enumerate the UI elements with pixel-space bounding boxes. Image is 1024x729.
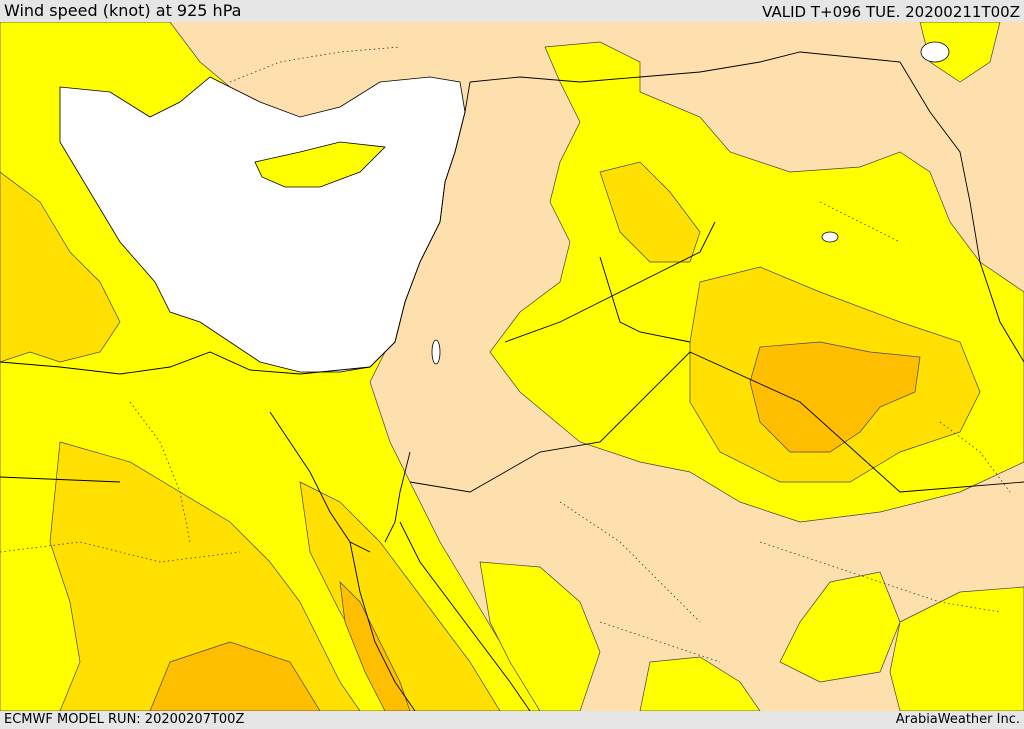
dead-sea: [431, 339, 441, 365]
wind-band-orange-egypt: [149, 641, 321, 711]
coastline-levant: [369, 81, 471, 368]
borders: [0, 51, 1024, 711]
border-egypt-sudan: [0, 476, 121, 483]
border-saudi-north: [409, 351, 1024, 493]
border-jordan-iraq: [504, 221, 716, 343]
border-syria-iraq: [599, 256, 691, 343]
red-sea-east-coast: [399, 521, 531, 711]
wind-band-orange-iraq: [749, 341, 921, 453]
wind-speed-map[interactable]: [0, 22, 1024, 711]
island-cyprus: [254, 141, 386, 188]
valid-time: VALID T+096 TUE. 20200211T00Z: [762, 3, 1020, 21]
lake-van: [920, 41, 950, 63]
header-bar: Wind speed (knot) at 925 hPa VALID T+096…: [0, 0, 1024, 22]
border-turkey-syria: [469, 51, 901, 83]
model-run: ECMWF MODEL RUN: 20200207T00Z: [4, 712, 245, 727]
wind-band-gold-syria: [599, 161, 701, 263]
wind-band-yellow-south-arabia: [889, 586, 1024, 711]
footer-bar: ECMWF MODEL RUN: 20200207T00Z ArabiaWeat…: [0, 711, 1024, 729]
map-title: Wind speed (knot) at 925 hPa: [4, 1, 242, 20]
coastline-north-africa: [0, 351, 371, 375]
wind-band-gold-west: [0, 171, 121, 363]
wind-band-yellow-najd: [639, 656, 761, 711]
credit: ArabiaWeather Inc.: [895, 712, 1020, 727]
wind-band-gold-egypt: [49, 441, 361, 711]
lake-tharthar: [821, 231, 839, 243]
wind-band-yellow-southeast: [779, 571, 901, 683]
gulf-of-suez: [269, 411, 371, 553]
gulf-of-aqaba: [384, 451, 411, 543]
border-iraq-iran: [899, 61, 1024, 363]
internal-boundaries: [0, 46, 1011, 663]
wind-band-yellow-hejaz: [479, 561, 601, 711]
red-sea-west-coast: [349, 541, 416, 711]
wind-band-gold-redsea: [299, 481, 501, 711]
